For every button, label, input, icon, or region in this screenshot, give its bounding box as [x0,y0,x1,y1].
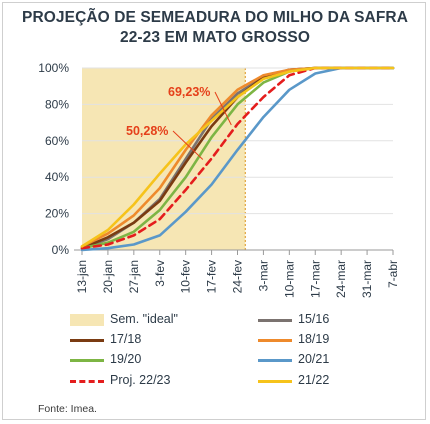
x-tick-label: 3-mar [256,260,270,291]
legend-label: 18/19 [298,332,330,346]
series-line-21-22 [80,66,395,248]
x-tick-label: 31-mar [360,260,374,298]
y-tick-label: 60% [45,134,69,148]
legend-label: Sem. "ideal" [110,312,178,326]
x-tick-label: 24-fev [231,260,245,293]
x-tick-label: 3-fev [153,260,167,287]
legend-label: 19/20 [110,352,142,366]
annotation-label: 69,23% [168,85,210,99]
y-tick-label: 80% [45,97,69,111]
y-tick-label: 100% [38,61,69,75]
x-tick-label: 24-mar [334,260,348,298]
y-tick-label: 40% [45,170,69,184]
annotation-leader [172,130,204,160]
y-tick-label: 0% [52,243,70,257]
legend-label: 20/21 [298,352,330,366]
x-tick-label: 20-jan [101,260,115,293]
source-note: Fonte: Imea. [38,403,97,415]
legend-label: 21/22 [298,373,330,387]
annotation-label: 50,28% [126,124,168,138]
legend-label: 17/18 [110,332,142,346]
x-tick-label: 13-jan [75,260,89,293]
legend-label: 15/16 [298,312,330,326]
chart-title-line2: 22-23 EM MATO GROSSO [119,29,311,46]
annotation-leader [214,91,232,126]
ideal-window-band [82,68,246,250]
x-tick-label: 10-mar [282,260,296,298]
chart-title-line1: PROJEÇÃO DE SEMEADURA DO MILHO DA SAFRA [22,9,408,26]
legend-label: Proj. 22/23 [110,373,171,387]
x-tick-label: 10-fev [179,260,193,293]
y-tick-label: 20% [45,207,69,221]
x-tick-label: 27-jan [127,260,141,293]
x-tick-label: 7-abr [386,260,400,288]
x-tick-label: 17-mar [308,260,322,298]
x-tick-label: 17-fev [205,260,219,293]
